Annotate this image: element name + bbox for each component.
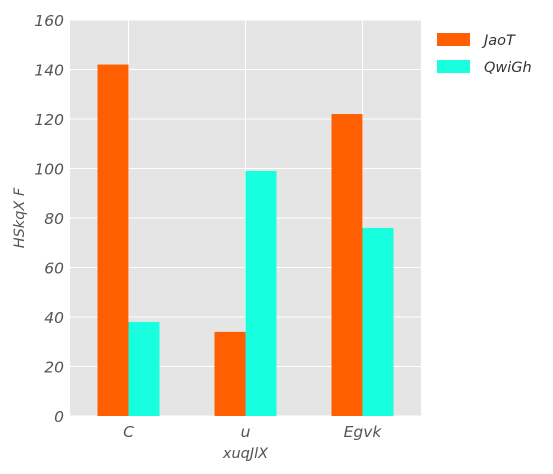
- legend-label-QwiGh: QwiGh: [484, 60, 532, 76]
- y-tick-label: 0: [54, 408, 64, 426]
- y-tick-label: 120: [34, 111, 64, 129]
- bars: [97, 64, 394, 417]
- bar-QwiGh-u: [245, 170, 277, 416]
- legend-swatch-QwiGh: [437, 60, 470, 73]
- y-tick-label: 100: [34, 161, 64, 179]
- bar-JaoT-Egvk: [331, 114, 363, 417]
- legend-label-JaoT: JaoT: [481, 33, 516, 49]
- bar-QwiGh-Egvk: [362, 227, 394, 416]
- y-tick-label: 160: [34, 12, 64, 30]
- y-tick-label: 140: [34, 62, 64, 80]
- x-tick-label: u: [241, 423, 251, 441]
- bar-JaoT-C: [97, 64, 129, 417]
- y-tick-label: 60: [44, 260, 64, 278]
- y-axis-label: HSkqX F: [12, 187, 28, 248]
- legend: JaoT QwiGh: [437, 33, 532, 76]
- x-tick-label: Egvk: [344, 423, 383, 441]
- y-axis-ticks: 0 20 40 60 80 100 120 140 160: [34, 12, 64, 426]
- legend-swatch-JaoT: [437, 33, 470, 46]
- y-tick-label: 80: [44, 210, 64, 228]
- y-tick-label: 20: [44, 359, 64, 377]
- y-tick-label: 40: [44, 309, 64, 327]
- x-axis-label: xuqJlX: [222, 446, 269, 462]
- bar-JaoT-u: [214, 331, 246, 416]
- bar-QwiGh-C: [128, 321, 160, 416]
- x-tick-label: C: [123, 423, 134, 441]
